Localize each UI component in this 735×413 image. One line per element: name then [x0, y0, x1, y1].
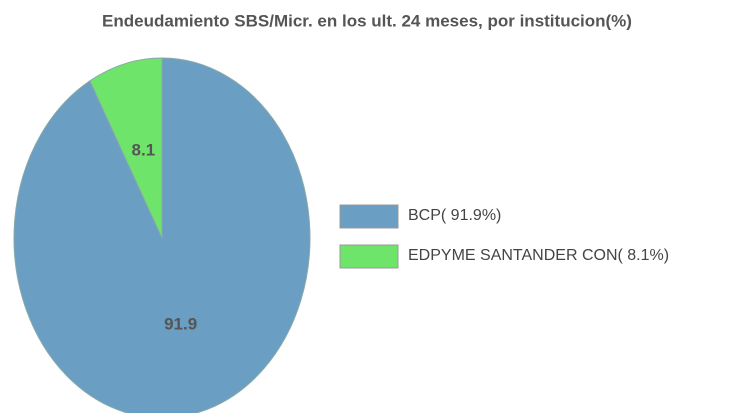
legend-label: BCP( 91.9%): [408, 207, 501, 224]
pie-slice: [13, 57, 311, 413]
data-label: 8.1: [132, 140, 156, 159]
data-label: 91.9: [164, 315, 197, 334]
pie-slice: [89, 57, 163, 239]
legend-swatch: [339, 244, 399, 269]
chart-title: Endeudamiento SBS/Micr. en los ult. 24 m…: [102, 11, 632, 30]
legend-swatch: [339, 204, 399, 229]
legend-label: EDPYME SANTANDER CON( 8.1%): [408, 247, 669, 264]
